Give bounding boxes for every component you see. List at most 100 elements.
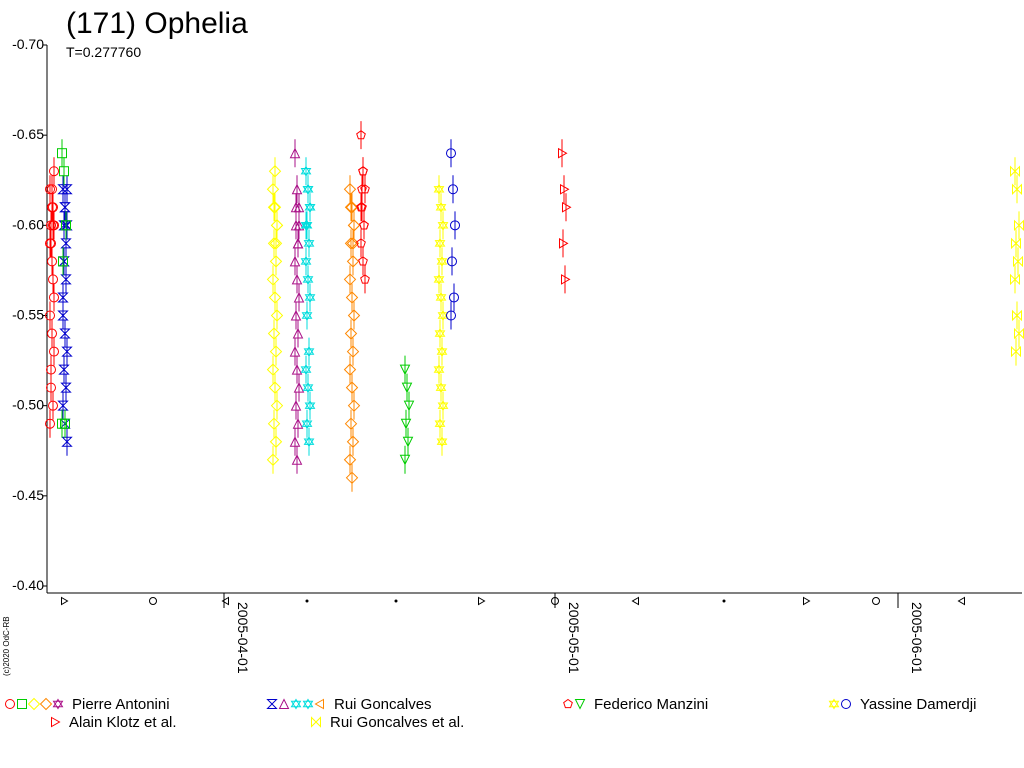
data-point: [303, 348, 315, 358]
data-point: [60, 238, 72, 249]
data-point: [1010, 273, 1020, 286]
legend-entry: Rui Goncalves et al.: [311, 714, 464, 731]
data-point: [46, 382, 56, 393]
data-point: [60, 274, 72, 285]
data-point: [343, 183, 357, 196]
data-point: [1012, 183, 1022, 195]
data-point: [302, 276, 314, 285]
data-point: [828, 700, 840, 710]
data-point: [61, 346, 73, 357]
data-point: [311, 716, 321, 728]
legend-entry: Pierre Antonini: [5, 696, 170, 713]
data-point: [346, 435, 360, 448]
data-point: [301, 310, 313, 319]
data-point: [435, 201, 447, 211]
series-4: [289, 139, 305, 474]
data-point: [447, 256, 457, 267]
data-point: [266, 453, 280, 466]
data-point: [722, 599, 726, 603]
data-point: [358, 166, 368, 176]
data-point: [345, 381, 359, 394]
data-point: [291, 273, 303, 285]
data-point: [292, 327, 304, 339]
data-point: [433, 186, 445, 195]
data-point: [290, 201, 302, 213]
legend-label: Pierre Antonini: [72, 696, 170, 713]
legend-label: Rui Goncalves: [334, 696, 432, 713]
data-point: [300, 168, 312, 177]
data-point: [304, 204, 316, 213]
data-point: [57, 148, 67, 159]
data-point: [343, 273, 357, 286]
series-2: [57, 139, 71, 438]
data-point: [305, 599, 309, 603]
series-0: [45, 157, 59, 438]
data-point: [1011, 345, 1021, 358]
legend-label: Rui Goncalves et al.: [330, 714, 464, 731]
data-point: [394, 599, 398, 603]
data-point: [303, 237, 315, 247]
data-point: [58, 364, 70, 375]
data-point: [434, 420, 446, 430]
data-point: [52, 700, 64, 710]
data-point: [436, 346, 448, 355]
data-point: [558, 147, 568, 159]
data-point: [58, 256, 68, 267]
data-point: [45, 418, 55, 429]
data-point: [359, 220, 369, 230]
data-point: [1012, 309, 1022, 322]
y-tick-label: -0.50: [12, 397, 44, 413]
data-point: [269, 435, 283, 448]
data-point: [289, 345, 301, 357]
data-point: [435, 384, 447, 394]
data-point: [437, 402, 449, 412]
data-point: [449, 292, 459, 303]
data-point: [290, 309, 302, 321]
data-point: [301, 312, 313, 321]
data-point: [563, 698, 573, 709]
axes: -0.70 -0.65 -0.60 -0.55 -0.50 -0.45 -0.40 2005-…: [12, 36, 1022, 674]
data-point: [433, 366, 445, 376]
data-point: [300, 258, 312, 267]
y-tick-label: -0.45: [12, 487, 44, 503]
data-point: [302, 183, 314, 193]
data-point: [437, 219, 449, 229]
legend-label: Federico Manzini: [594, 696, 708, 713]
legend-label: Yassine Damerdji: [860, 696, 976, 713]
data-point: [289, 255, 301, 267]
data-point: [436, 255, 448, 265]
data-point: [300, 255, 312, 265]
y-tick-label: -0.55: [12, 307, 44, 323]
data-point: [221, 596, 229, 606]
data-point: [45, 310, 55, 321]
x-tick-label: 2005-05-01: [566, 602, 582, 674]
data-point: [360, 274, 370, 284]
data-point: [302, 273, 314, 283]
data-point: [61, 436, 73, 447]
data-point: [266, 363, 280, 376]
data-point: [347, 309, 361, 322]
data-point: [433, 273, 445, 283]
data-point: [574, 699, 586, 710]
data-point: [437, 222, 449, 231]
data-point: [560, 183, 570, 195]
data-point: [1011, 237, 1021, 250]
series-9: [433, 175, 449, 456]
data-point: [436, 436, 448, 445]
data-point: [289, 436, 301, 447]
data-point: [270, 399, 284, 412]
data-point: [300, 364, 312, 373]
data-point: [303, 436, 315, 445]
data-point: [278, 698, 290, 709]
x-tick-label: 2005-04-01: [235, 602, 251, 674]
data-point: [47, 256, 57, 267]
data-point: [300, 366, 312, 376]
data-point: [269, 255, 283, 268]
data-point: [344, 237, 358, 250]
data-point: [149, 597, 157, 605]
data-point: [300, 165, 312, 175]
data-point: [267, 417, 281, 430]
data-point: [436, 258, 448, 267]
legend-label: Alain Klotz et al.: [69, 714, 177, 731]
data-point: [446, 148, 456, 159]
